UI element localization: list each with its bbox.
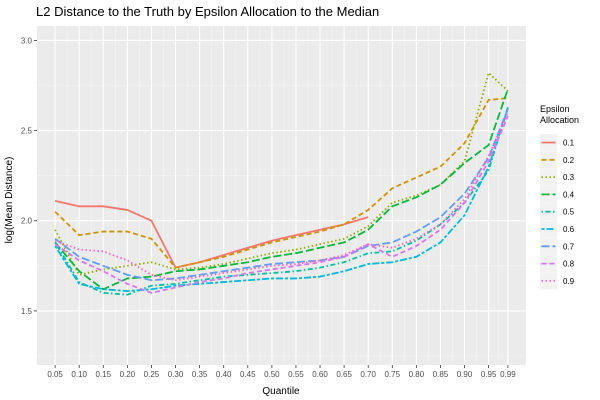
y-tick-label: 3.0	[21, 36, 33, 45]
x-tick-label: 0.80	[409, 370, 425, 379]
legend-key	[540, 168, 557, 186]
series-line-0-1	[54, 200, 369, 269]
series-line-0-9	[54, 112, 509, 282]
x-tick-label: 0.85	[433, 370, 449, 379]
x-tick-label: 0.40	[216, 370, 232, 379]
x-tick-label: 0.20	[120, 370, 136, 379]
x-axis: 0.05 0.10 0.15 0.20 0.25 0.30 0.35 0.40 0.45 0.50…	[47, 365, 516, 379]
legend-label: 0.3	[563, 173, 575, 182]
x-tick-label: 0.30	[168, 370, 184, 379]
x-tick-label: 0.55	[288, 370, 304, 379]
x-tick-label: 0.35	[192, 370, 208, 379]
x-axis-title: Quantile	[262, 386, 300, 397]
series-line-0-7	[54, 108, 509, 282]
x-tick-label: 0.50	[264, 370, 280, 379]
chart-title: L2 Distance to the Truth by Epsilon Allo…	[36, 4, 379, 19]
y-axis: 1.5 2.0 2.5 3.0	[21, 36, 37, 316]
y-axis-title: log(Mean Distance)	[4, 157, 15, 244]
legend-title-line-2: Allocation	[540, 115, 579, 125]
x-tick-label: 0.10	[71, 370, 87, 379]
x-tick-label: 0.70	[360, 370, 376, 379]
x-tick-label: 0.15	[95, 370, 111, 379]
legend-items: 0.1 0.2 0.3 0.4 0.5 0.6 0.7 0.8 0.9	[540, 134, 575, 290]
x-tick-label: 0.05	[47, 370, 63, 379]
series-line-0-4	[54, 88, 509, 291]
legend-label: 0.5	[563, 208, 575, 217]
legend-label: 0.2	[563, 156, 575, 165]
legend-label: 0.9	[563, 277, 575, 286]
legend-label: 0.7	[563, 242, 575, 251]
y-tick-label: 2.5	[21, 127, 33, 136]
legend-key	[540, 151, 557, 169]
x-tick-label: 0.75	[384, 370, 400, 379]
legend-key	[540, 255, 557, 273]
grid-major	[37, 26, 526, 365]
series-line-0-2	[54, 97, 508, 269]
plot-panel	[37, 26, 526, 365]
legend-label: 0.4	[563, 190, 575, 199]
legend-key	[540, 272, 557, 290]
grid-minor	[37, 26, 526, 365]
x-tick-label: 0.25	[144, 370, 160, 379]
x-tick-label: 0.60	[312, 370, 328, 379]
x-tick-label: 0.95	[481, 370, 497, 379]
x-tick-label: 0.65	[336, 370, 352, 379]
series-layer	[54, 71, 509, 296]
y-tick-label: 2.0	[21, 217, 33, 226]
y-tick-label: 1.5	[21, 307, 33, 316]
legend-label: 0.6	[563, 225, 575, 234]
series-line-0-8	[54, 115, 509, 294]
x-tick-label: 0.99	[500, 370, 516, 379]
x-tick-label: 0.45	[240, 370, 256, 379]
legend-label: 0.1	[563, 139, 575, 148]
legend-title-line-1: Epsilon	[540, 104, 570, 114]
legend: Epsilon Allocation 0.1 0.2 0.3 0.4 0.5 0.6 0.7…	[540, 104, 579, 290]
legend-label: 0.8	[563, 260, 575, 269]
x-tick-label: 0.90	[457, 370, 473, 379]
